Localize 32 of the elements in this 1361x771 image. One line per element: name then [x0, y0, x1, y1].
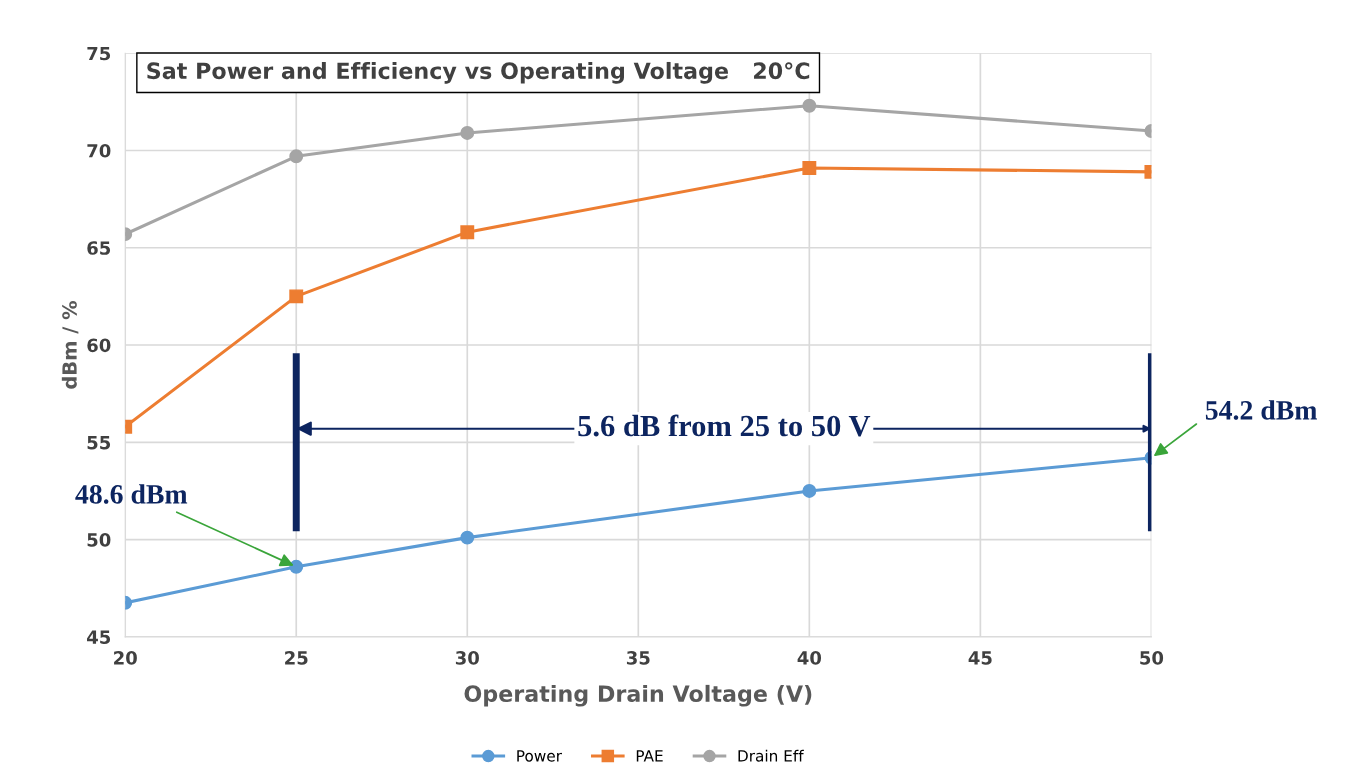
y-tick-label: 70 [87, 143, 111, 158]
y-tick-label: 75 [87, 46, 111, 61]
point [460, 225, 475, 240]
x-axis-title: Operating Drain Voltage (V) [464, 684, 812, 707]
y-tick-label: 50 [87, 533, 111, 547]
legend-label: Drain Eff [738, 749, 804, 762]
x-tick-label: 45 [968, 651, 992, 665]
point [802, 483, 817, 498]
y-axis-title: dBm / % [61, 301, 79, 389]
y-tick-label: 55 [87, 435, 111, 450]
y-tick-label: 60 [87, 338, 111, 353]
point [802, 98, 817, 113]
point [289, 289, 304, 304]
annotation: 54.2 dBm [1205, 400, 1317, 420]
x-tick-label: 20 [114, 651, 137, 665]
legend-label: Power [517, 750, 562, 762]
point [289, 559, 304, 574]
x-tick-label: 40 [797, 651, 822, 665]
y-tick-label: 65 [87, 241, 111, 255]
point [460, 530, 475, 545]
point [802, 161, 817, 175]
chart-title: Sat Power and Efficiency vs Operating Voltage 20°C [147, 61, 810, 84]
annotation: 5.6 dB from 25 to 50 V [578, 414, 871, 437]
x-tick-label: 25 [285, 651, 308, 665]
x-tick-label: 30 [455, 651, 479, 665]
x-tick-label: 35 [626, 651, 650, 665]
point [289, 149, 304, 164]
legend-label: PAE [636, 750, 663, 762]
point [460, 126, 475, 140]
annotation: 48.6 dBm [75, 484, 188, 504]
x-tick-label: 50 [1140, 651, 1164, 665]
y-tick-label: 45 [87, 630, 111, 644]
